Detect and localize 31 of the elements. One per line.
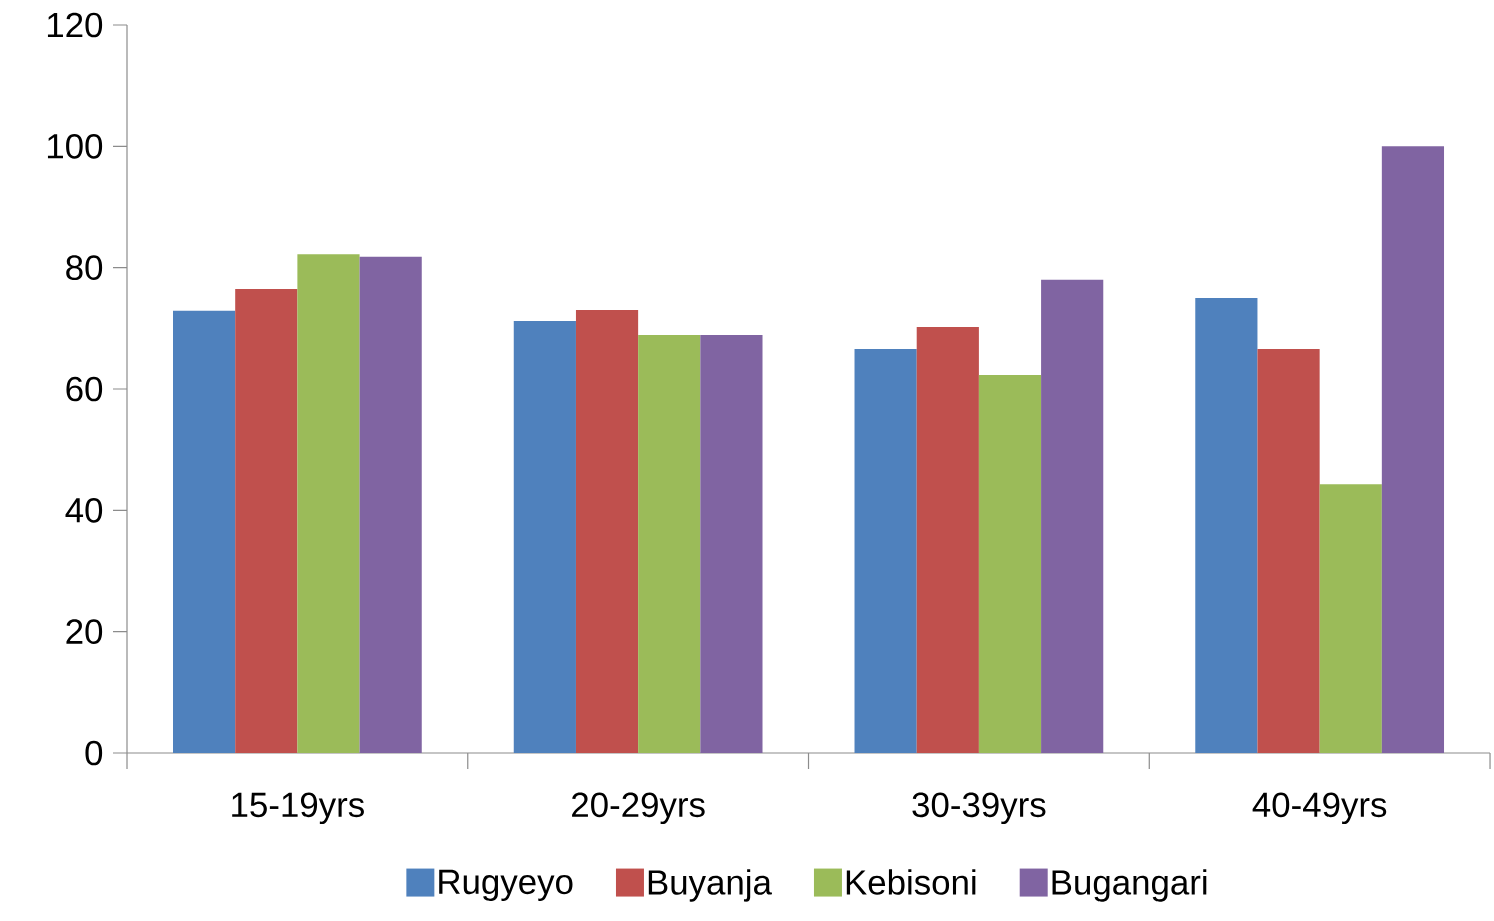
legend-label: Kebisoni (846, 869, 976, 895)
x-tick-label: 30-39yrs (912, 792, 1046, 825)
bar (1041, 279, 1104, 753)
bar (575, 310, 639, 753)
bar (978, 375, 1042, 753)
bar (359, 256, 422, 753)
bar (916, 327, 979, 753)
bar (235, 288, 298, 753)
y-tick-label: 100 (47, 133, 103, 159)
bar (297, 254, 360, 753)
x-tick-label: 15-19yrs (232, 792, 364, 825)
bar (854, 348, 917, 753)
x-tick-label: 40-49yrs (1252, 792, 1387, 825)
y-tick-label: 60 (66, 376, 103, 402)
bar (1319, 484, 1382, 753)
bar (700, 335, 763, 753)
bar (1257, 348, 1320, 753)
legend-label: Rugyeyo (439, 869, 573, 902)
y-tick-label: 0 (85, 740, 103, 766)
legend-label: Bugangari (1052, 869, 1207, 902)
legend-label: Buyanja (648, 869, 772, 902)
x-tick-label: 20-29yrs (572, 792, 705, 825)
bar (638, 335, 701, 753)
bar (513, 321, 576, 753)
bar (1195, 297, 1258, 753)
bar (1381, 146, 1445, 753)
y-tick-label: 120 (47, 12, 103, 38)
y-tick-label: 40 (65, 497, 103, 523)
y-tick-label: 20 (66, 619, 103, 645)
y-tick-label: 80 (66, 255, 103, 280)
bar (173, 310, 236, 753)
